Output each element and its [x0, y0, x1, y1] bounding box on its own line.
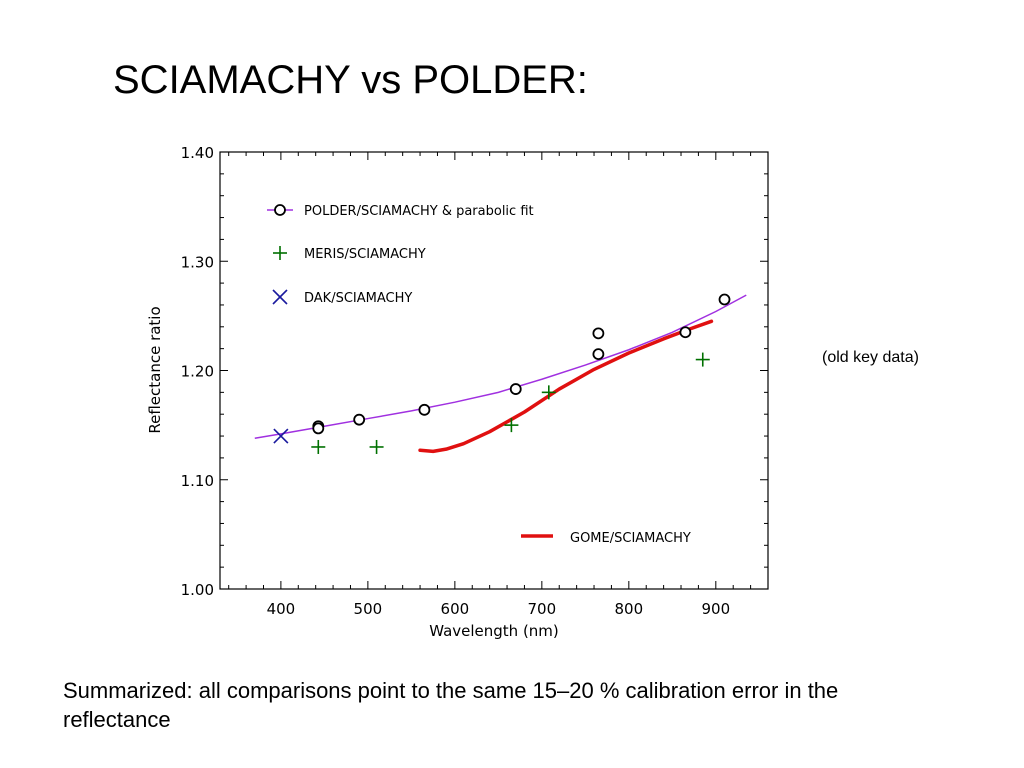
- summary-text: Summarized: all comparisons point to the…: [63, 678, 839, 732]
- y-tick-label: 1.40: [181, 144, 214, 162]
- dak-point-b: [273, 428, 289, 444]
- meris-point: [695, 352, 710, 367]
- parabolic-fit-line: [254, 294, 747, 439]
- x-tick-label: 500: [354, 600, 383, 618]
- legend-x-marker-b: [272, 289, 288, 305]
- dak-point: [273, 428, 289, 444]
- legend-x-marker: [272, 289, 288, 305]
- y-tick-label: 1.10: [181, 472, 214, 490]
- x-tick-label: 900: [701, 600, 730, 618]
- legend-plus-marker: [273, 246, 287, 260]
- gome-sciamachy-line: [418, 319, 714, 454]
- polder-point: [718, 293, 731, 306]
- y-axis-label: Reflectance ratio: [146, 306, 164, 433]
- meris-point: [369, 439, 384, 454]
- legend-label: DAK/SCIAMACHY: [304, 291, 412, 306]
- polder-point: [418, 403, 431, 416]
- meris-point: [504, 418, 519, 433]
- y-tick-label: 1.20: [181, 363, 214, 381]
- reflectance-ratio-chart: 400 500 600 700 800 900 1.00 1.10 1.20 1.30 1.40 P…: [146, 144, 769, 640]
- y-tick-label: 1.30: [181, 253, 214, 271]
- polder-point: [353, 413, 366, 426]
- legend: POLDER/SCIAMACHY & parabolic fit MERIS/SC…: [267, 204, 691, 546]
- polder-point: [592, 327, 605, 340]
- x-tick-label: 400: [267, 600, 296, 618]
- legend-circle-marker: [274, 204, 286, 216]
- meris-point: [541, 385, 556, 400]
- axis-ticks: 400 500 600 700 800 900 1.00 1.10 1.20 1.30 1.40: [181, 144, 769, 618]
- polder-point: [509, 383, 522, 395]
- polder-point: [592, 348, 605, 361]
- polder-point: [679, 326, 692, 339]
- legend-label: POLDER/SCIAMACHY & parabolic fit: [304, 204, 534, 219]
- legend-label: GOME/SCIAMACHY: [570, 531, 691, 546]
- x-tick-label: 600: [441, 600, 470, 618]
- fit-curves: [254, 294, 747, 454]
- data-marks: [273, 293, 731, 454]
- legend-label: MERIS/SCIAMACHY: [304, 247, 426, 262]
- polder-point: [312, 422, 325, 435]
- y-tick-label: 1.00: [181, 581, 214, 599]
- x-tick-label: 700: [528, 600, 557, 618]
- x-tick-label: 800: [615, 600, 644, 618]
- x-axis-label: Wavelength (nm): [429, 622, 559, 640]
- side-note: (old key data): [822, 349, 919, 366]
- slide-title: SCIAMACHY vs POLDER:: [113, 58, 588, 102]
- meris-point: [311, 439, 326, 454]
